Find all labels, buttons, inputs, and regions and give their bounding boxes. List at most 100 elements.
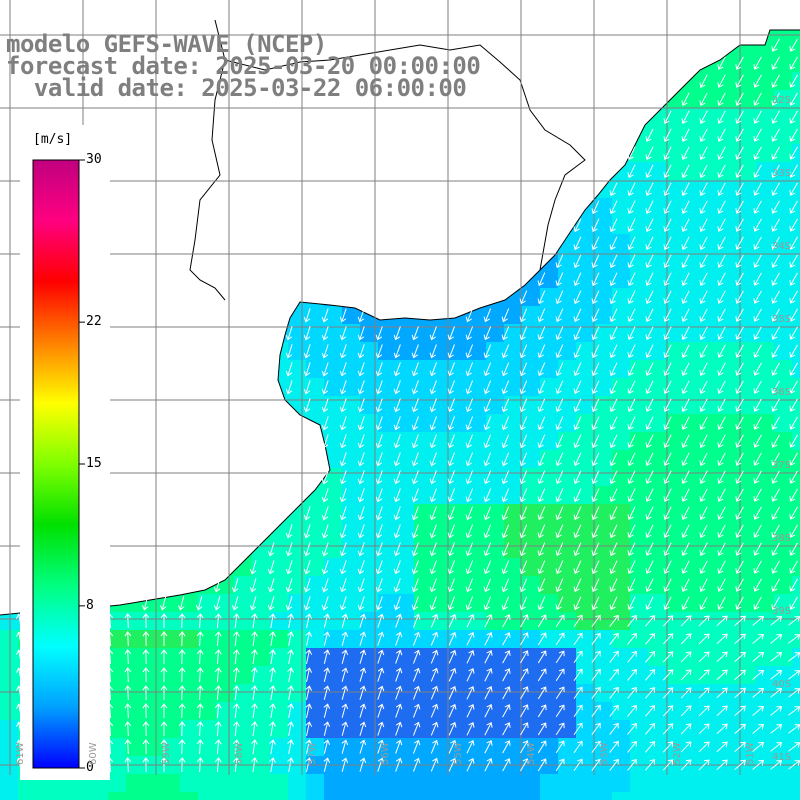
wind-arrow (771, 506, 780, 520)
wind-arrow (502, 758, 511, 772)
wind-arrow (771, 92, 780, 106)
wind-arrow (412, 667, 421, 682)
wind-arrow (555, 686, 565, 700)
wind-cell (792, 288, 800, 306)
wind-cell (612, 288, 630, 306)
wind-arrow (771, 290, 780, 304)
wind-arrow (735, 218, 744, 232)
wind-arrow (341, 649, 349, 664)
wind-arrow (303, 524, 311, 539)
wind-cell (414, 396, 432, 414)
wind-cell (576, 774, 594, 792)
wind-cell (630, 486, 648, 504)
wind-arrow (734, 759, 746, 771)
wind-arrow (124, 721, 132, 737)
wind-arrow (142, 739, 150, 755)
wind-cell (360, 432, 378, 450)
wind-cell (558, 288, 576, 306)
wind-arrow (753, 542, 762, 556)
wind-cell (594, 522, 612, 540)
wind-cell (612, 630, 630, 648)
wind-arrow (429, 506, 437, 521)
wind-arrow (573, 722, 583, 736)
wind-cell (522, 522, 540, 540)
wind-arrow (537, 542, 546, 557)
wind-cell (648, 126, 666, 144)
wind-arrow (771, 254, 780, 268)
wind-cell (378, 450, 396, 468)
wind-cell (162, 774, 180, 792)
wind-cell (126, 792, 144, 800)
wind-cell (702, 360, 720, 378)
wind-cell (630, 576, 648, 594)
wind-arrow (717, 164, 726, 178)
wind-cell (720, 252, 738, 270)
wind-cell (792, 630, 800, 648)
wind-arrow (393, 398, 401, 413)
wind-cell (126, 666, 144, 684)
wind-cell (666, 162, 684, 180)
wind-arrow (717, 362, 726, 376)
wind-cell (792, 342, 800, 360)
wind-cell (414, 486, 432, 504)
wind-arrow (699, 110, 708, 124)
wind-cell (396, 738, 414, 756)
wind-cell (684, 612, 702, 630)
wind-cell (702, 180, 720, 198)
wind-cell (576, 288, 594, 306)
wind-cell (720, 288, 738, 306)
wind-arrow (303, 542, 311, 557)
wind-cell (414, 504, 432, 522)
wind-arrow (645, 723, 656, 735)
wind-cell (270, 774, 288, 792)
wind-arrow (573, 308, 582, 323)
wind-cell (450, 522, 468, 540)
wind-cell (558, 522, 576, 540)
wind-cell (378, 522, 396, 540)
wind-arrow (537, 560, 546, 575)
wind-cell (720, 234, 738, 252)
wind-cell (738, 540, 756, 558)
wind-arrow (232, 631, 240, 647)
wind-arrow (377, 631, 385, 646)
title-model: modelo GEFS-WAVE (NCEP) (6, 30, 327, 58)
wind-cell (558, 270, 576, 288)
wind-cell (252, 774, 270, 792)
wind-arrow (537, 272, 546, 287)
wind-cell (792, 108, 800, 126)
wind-arrow (359, 685, 367, 700)
wind-cell (504, 540, 522, 558)
wind-arrow (717, 110, 726, 124)
wind-arrow (681, 560, 690, 574)
wind-arrow (789, 272, 798, 286)
wind-arrow (789, 38, 798, 52)
wind-arrow (573, 650, 583, 664)
wind-cell (792, 522, 800, 540)
wind-cell (684, 108, 702, 126)
wind-cell (630, 396, 648, 414)
wind-cell (684, 450, 702, 468)
wind-arrow (591, 470, 600, 485)
wind-cell (594, 558, 612, 576)
wind-arrow (483, 560, 492, 575)
wind-arrow (555, 380, 564, 395)
wind-arrow (699, 200, 708, 214)
wind-arrow (681, 398, 690, 412)
wind-arrow (447, 344, 456, 359)
wind-arrow (305, 667, 313, 682)
wind-cell (630, 450, 648, 468)
wind-arrow (341, 721, 349, 736)
wind-cell (378, 378, 396, 396)
wind-arrow (251, 613, 258, 629)
wind-cell (666, 378, 684, 396)
wind-arrow (681, 488, 690, 502)
wind-arrow (287, 703, 294, 718)
wind-arrow (735, 416, 744, 430)
wind-arrow (771, 488, 780, 502)
wind-cell (342, 468, 360, 486)
wind-cell (324, 342, 342, 360)
wind-arrow (627, 218, 636, 233)
wind-arrow (537, 596, 546, 611)
wind-arrow (663, 470, 672, 484)
wind-arrow (645, 416, 654, 431)
